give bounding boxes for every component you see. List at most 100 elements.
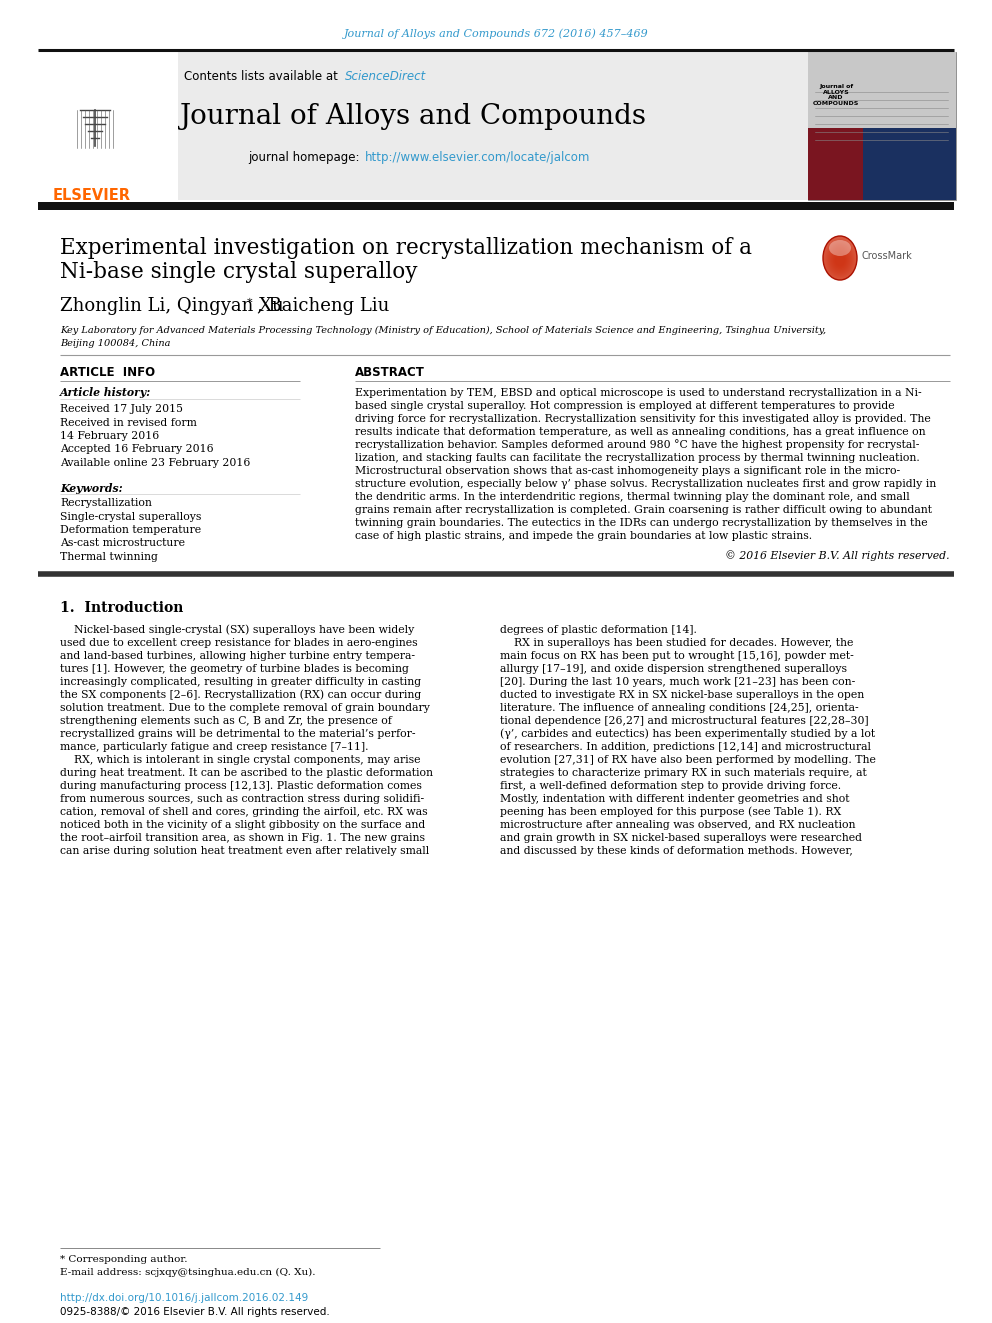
Ellipse shape — [832, 251, 847, 269]
Bar — [808, 128, 863, 200]
Text: Microstructural observation shows that as-cast inhomogeneity plays a significant: Microstructural observation shows that a… — [355, 466, 900, 476]
Ellipse shape — [826, 243, 854, 277]
Text: journal homepage:: journal homepage: — [248, 151, 367, 164]
Bar — [808, 52, 956, 130]
Text: Deformation temperature: Deformation temperature — [60, 525, 201, 534]
Text: recrystallized grains will be detrimental to the material’s perfor-: recrystallized grains will be detrimenta… — [60, 729, 416, 740]
Text: ⁎: ⁎ — [247, 295, 253, 306]
Text: results indicate that deformation temperature, as well as annealing conditions, : results indicate that deformation temper… — [355, 427, 926, 437]
Ellipse shape — [830, 249, 849, 271]
Text: lization, and stacking faults can facilitate the recrystallization process by th: lization, and stacking faults can facili… — [355, 452, 920, 463]
Text: Accepted 16 February 2016: Accepted 16 February 2016 — [60, 445, 213, 455]
Text: Key Laboratory for Advanced Materials Processing Technology (Ministry of Educati: Key Laboratory for Advanced Materials Pr… — [60, 325, 826, 335]
Text: during heat treatment. It can be ascribed to the plastic deformation: during heat treatment. It can be ascribe… — [60, 767, 433, 778]
Text: Beijing 100084, China: Beijing 100084, China — [60, 339, 171, 348]
Text: ABSTRACT: ABSTRACT — [355, 366, 425, 380]
Text: structure evolution, especially below γ’ phase solvus. Recrystallization nucleat: structure evolution, especially below γ’… — [355, 479, 936, 490]
Text: cation, removal of shell and cores, grinding the airfoil, etc. RX was: cation, removal of shell and cores, grin… — [60, 807, 428, 818]
Text: ScienceDirect: ScienceDirect — [345, 70, 427, 83]
Text: Mostly, indentation with different indenter geometries and shot: Mostly, indentation with different inden… — [500, 794, 849, 804]
Text: Thermal twinning: Thermal twinning — [60, 552, 158, 562]
Text: 1.  Introduction: 1. Introduction — [60, 601, 184, 615]
Ellipse shape — [829, 239, 851, 255]
Ellipse shape — [831, 250, 848, 270]
Text: mance, particularly fatigue and creep resistance [7–11].: mance, particularly fatigue and creep re… — [60, 742, 368, 751]
Ellipse shape — [823, 235, 857, 280]
Text: used due to excellent creep resistance for blades in aero-engines: used due to excellent creep resistance f… — [60, 638, 418, 648]
Text: evolution [27,31] of RX have also been performed by modelling. The: evolution [27,31] of RX have also been p… — [500, 755, 876, 765]
Text: and grain growth in SX nickel-based superalloys were researched: and grain growth in SX nickel-based supe… — [500, 833, 862, 843]
Text: the SX components [2–6]. Recrystallization (RX) can occur during: the SX components [2–6]. Recrystallizati… — [60, 689, 422, 700]
Text: first, a well-defined deformation step to provide driving force.: first, a well-defined deformation step t… — [500, 781, 841, 791]
Text: , Baicheng Liu: , Baicheng Liu — [257, 296, 390, 315]
Text: 14 February 2016: 14 February 2016 — [60, 431, 160, 441]
Text: strategies to characterize primary RX in such materials require, at: strategies to characterize primary RX in… — [500, 767, 867, 778]
Ellipse shape — [823, 239, 857, 280]
Ellipse shape — [835, 254, 845, 266]
Text: [20]. During the last 10 years, much work [21–23] has been con-: [20]. During the last 10 years, much wor… — [500, 677, 855, 687]
Text: http://dx.doi.org/10.1016/j.jallcom.2016.02.149: http://dx.doi.org/10.1016/j.jallcom.2016… — [60, 1293, 309, 1303]
Text: tures [1]. However, the geometry of turbine blades is becoming: tures [1]. However, the geometry of turb… — [60, 664, 409, 673]
Text: ducted to investigate RX in SX nickel-base superalloys in the open: ducted to investigate RX in SX nickel-ba… — [500, 691, 864, 700]
Text: RX in superalloys has been studied for decades. However, the: RX in superalloys has been studied for d… — [500, 638, 853, 648]
Text: RX, which is intolerant in single crystal components, may arise: RX, which is intolerant in single crysta… — [60, 755, 421, 765]
Bar — [808, 52, 956, 200]
Ellipse shape — [824, 241, 856, 279]
Ellipse shape — [827, 245, 853, 275]
Text: E-mail address: scjxqy@tsinghua.edu.cn (Q. Xu).: E-mail address: scjxqy@tsinghua.edu.cn (… — [60, 1267, 315, 1277]
Text: the root–airfoil transition area, as shown in Fig. 1. The new grains: the root–airfoil transition area, as sho… — [60, 833, 425, 843]
Text: Experimental investigation on recrystallization mechanism of a: Experimental investigation on recrystall… — [60, 237, 752, 259]
Text: Journal of Alloys and Compounds: Journal of Alloys and Compounds — [180, 102, 647, 130]
Text: ELSEVIER: ELSEVIER — [53, 188, 131, 204]
Text: Article history:: Article history: — [60, 388, 151, 398]
Text: As-cast microstructure: As-cast microstructure — [60, 538, 185, 549]
Ellipse shape — [828, 246, 851, 274]
Text: ARTICLE  INFO: ARTICLE INFO — [60, 366, 155, 380]
Text: during manufacturing process [12,13]. Plastic deformation comes: during manufacturing process [12,13]. Pl… — [60, 781, 422, 791]
Text: of researchers. In addition, predictions [12,14] and microstructural: of researchers. In addition, predictions… — [500, 742, 871, 751]
Text: microstructure after annealing was observed, and RX nucleation: microstructure after annealing was obser… — [500, 820, 855, 830]
Text: Available online 23 February 2016: Available online 23 February 2016 — [60, 458, 250, 468]
Text: can arise during solution heat treatment even after relatively small: can arise during solution heat treatment… — [60, 845, 430, 856]
Text: twinning grain boundaries. The eutectics in the IDRs can undergo recrystallizati: twinning grain boundaries. The eutectics… — [355, 519, 928, 528]
Text: Recrystallization: Recrystallization — [60, 497, 152, 508]
Text: from numerous sources, such as contraction stress during solidifi-: from numerous sources, such as contracti… — [60, 794, 425, 804]
Text: main focus on RX has been put to wrought [15,16], powder met-: main focus on RX has been put to wrought… — [500, 651, 854, 662]
Text: Single-crystal superalloys: Single-crystal superalloys — [60, 512, 201, 521]
Text: Nickel-based single-crystal (SX) superalloys have been widely: Nickel-based single-crystal (SX) superal… — [60, 624, 415, 635]
Bar — [38, 52, 178, 200]
Bar — [178, 52, 808, 200]
Text: CrossMark: CrossMark — [862, 251, 913, 261]
Text: degrees of plastic deformation [14].: degrees of plastic deformation [14]. — [500, 624, 696, 635]
Text: * Corresponding author.: * Corresponding author. — [60, 1256, 187, 1265]
Ellipse shape — [834, 253, 846, 267]
Text: allurgy [17–19], and oxide dispersion strengthened superalloys: allurgy [17–19], and oxide dispersion st… — [500, 664, 847, 673]
Text: Experimentation by TEM, EBSD and optical microscope is used to understand recrys: Experimentation by TEM, EBSD and optical… — [355, 388, 922, 398]
Text: Received in revised form: Received in revised form — [60, 418, 196, 427]
Ellipse shape — [825, 242, 855, 278]
Text: recrystallization behavior. Samples deformed around 980 °C have the highest prop: recrystallization behavior. Samples defo… — [355, 439, 920, 450]
Text: peening has been employed for this purpose (see Table 1). RX: peening has been employed for this purpo… — [500, 807, 841, 818]
Text: grains remain after recrystallization is completed. Grain coarsening is rather d: grains remain after recrystallization is… — [355, 505, 932, 515]
Text: tional dependence [26,27] and microstructural features [22,28–30]: tional dependence [26,27] and microstruc… — [500, 716, 869, 726]
Text: Keywords:: Keywords: — [60, 483, 123, 493]
Text: and discussed by these kinds of deformation methods. However,: and discussed by these kinds of deformat… — [500, 845, 853, 856]
Text: solution treatment. Due to the complete removal of grain boundary: solution treatment. Due to the complete … — [60, 703, 430, 713]
Bar — [38, 202, 954, 210]
Text: driving force for recrystallization. Recrystallization sensitivity for this inve: driving force for recrystallization. Rec… — [355, 414, 930, 423]
Text: the dendritic arms. In the interdendritic regions, thermal twinning play the dom: the dendritic arms. In the interdendriti… — [355, 492, 910, 501]
Text: 0925-8388/© 2016 Elsevier B.V. All rights reserved.: 0925-8388/© 2016 Elsevier B.V. All right… — [60, 1307, 329, 1316]
Text: http://www.elsevier.com/locate/jalcom: http://www.elsevier.com/locate/jalcom — [365, 151, 590, 164]
Text: and land-based turbines, allowing higher turbine entry tempera-: and land-based turbines, allowing higher… — [60, 651, 415, 662]
Text: Journal of
ALLOYS
AND
COMPOUNDS: Journal of ALLOYS AND COMPOUNDS — [812, 83, 859, 106]
Text: Zhonglin Li, Qingyan Xu: Zhonglin Li, Qingyan Xu — [60, 296, 284, 315]
Text: (γ’, carbides and eutectics) has been experimentally studied by a lot: (γ’, carbides and eutectics) has been ex… — [500, 729, 875, 740]
Text: strengthening elements such as C, B and Zr, the presence of: strengthening elements such as C, B and … — [60, 716, 392, 726]
Text: literature. The influence of annealing conditions [24,25], orienta-: literature. The influence of annealing c… — [500, 703, 859, 713]
Text: Contents lists available at: Contents lists available at — [184, 70, 345, 83]
Text: noticed both in the vicinity of a slight gibbosity on the surface and: noticed both in the vicinity of a slight… — [60, 820, 426, 830]
Text: case of high plastic strains, and impede the grain boundaries at low plastic str: case of high plastic strains, and impede… — [355, 531, 812, 541]
Text: increasingly complicated, resulting in greater difficulty in casting: increasingly complicated, resulting in g… — [60, 677, 422, 687]
Ellipse shape — [829, 247, 850, 273]
Text: Ni-base single crystal superalloy: Ni-base single crystal superalloy — [60, 261, 418, 283]
